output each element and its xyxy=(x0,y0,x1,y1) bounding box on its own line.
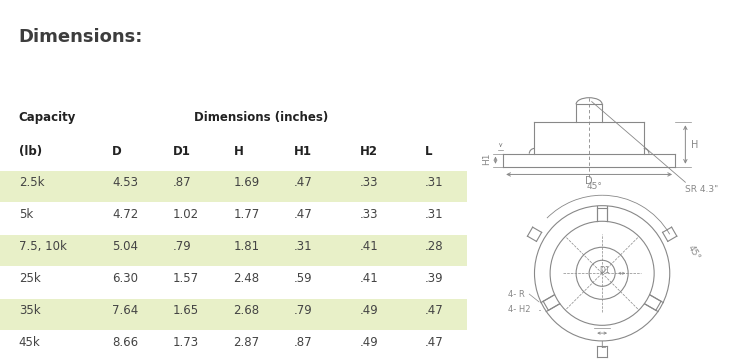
Text: .41: .41 xyxy=(359,272,378,285)
Text: 1.69: 1.69 xyxy=(233,176,260,189)
Text: 4- H2: 4- H2 xyxy=(508,305,531,314)
Text: .41: .41 xyxy=(359,240,378,253)
Text: .59: .59 xyxy=(294,272,312,285)
Text: .47: .47 xyxy=(425,336,444,349)
FancyBboxPatch shape xyxy=(0,171,467,202)
Text: 1.73: 1.73 xyxy=(172,336,199,349)
Text: .47: .47 xyxy=(425,303,444,316)
FancyBboxPatch shape xyxy=(0,235,467,266)
Text: H2: H2 xyxy=(359,146,377,158)
Text: 35k: 35k xyxy=(19,303,41,316)
Text: .47: .47 xyxy=(294,176,313,189)
Text: .47: .47 xyxy=(294,207,313,220)
Text: H: H xyxy=(233,146,243,158)
FancyBboxPatch shape xyxy=(0,299,467,330)
Text: .33: .33 xyxy=(359,176,378,189)
Text: .49: .49 xyxy=(359,303,378,316)
Text: 1.57: 1.57 xyxy=(172,272,199,285)
Text: .49: .49 xyxy=(359,336,378,349)
Text: 2.5k: 2.5k xyxy=(19,176,44,189)
Text: Dimensions:: Dimensions: xyxy=(19,29,143,46)
Text: D: D xyxy=(585,176,593,186)
Text: 8.66: 8.66 xyxy=(112,336,138,349)
Text: 2.87: 2.87 xyxy=(233,336,260,349)
Text: 1.77: 1.77 xyxy=(233,207,260,220)
Text: .33: .33 xyxy=(359,207,378,220)
Text: 1.65: 1.65 xyxy=(172,303,199,316)
Text: 7.5, 10k: 7.5, 10k xyxy=(19,240,66,253)
Text: 25k: 25k xyxy=(19,272,41,285)
Text: D: D xyxy=(112,146,122,158)
Text: H1: H1 xyxy=(483,153,492,165)
Text: D1: D1 xyxy=(172,146,191,158)
Text: .87: .87 xyxy=(172,176,191,189)
Text: .31: .31 xyxy=(425,176,444,189)
Text: .28: .28 xyxy=(425,240,444,253)
Text: H1: H1 xyxy=(294,146,312,158)
Text: .31: .31 xyxy=(294,240,312,253)
Text: .79: .79 xyxy=(294,303,313,316)
Text: L: L xyxy=(425,146,432,158)
Text: 1.81: 1.81 xyxy=(233,240,260,253)
Text: 2.48: 2.48 xyxy=(233,272,260,285)
Text: .87: .87 xyxy=(294,336,312,349)
Text: 45°: 45° xyxy=(587,182,602,191)
Text: 5.04: 5.04 xyxy=(112,240,138,253)
Text: 7.64: 7.64 xyxy=(112,303,139,316)
Text: .31: .31 xyxy=(425,207,444,220)
Text: 4.72: 4.72 xyxy=(112,207,139,220)
Text: 2.68: 2.68 xyxy=(233,303,260,316)
Text: 1.02: 1.02 xyxy=(172,207,199,220)
Text: L: L xyxy=(599,341,605,350)
Text: 5k: 5k xyxy=(19,207,33,220)
Text: D1: D1 xyxy=(599,266,610,275)
Text: 45°: 45° xyxy=(685,243,701,262)
Text: .79: .79 xyxy=(172,240,191,253)
Text: 4- R: 4- R xyxy=(508,290,526,299)
Text: Capacity: Capacity xyxy=(19,111,76,124)
Text: (lb): (lb) xyxy=(19,146,42,158)
Text: 4.53: 4.53 xyxy=(112,176,138,189)
Text: 6.30: 6.30 xyxy=(112,272,138,285)
Text: .39: .39 xyxy=(425,272,444,285)
Text: Dimensions (inches): Dimensions (inches) xyxy=(194,111,328,124)
Text: H: H xyxy=(691,139,698,150)
Text: SR 4.3": SR 4.3" xyxy=(685,185,718,194)
Text: 45k: 45k xyxy=(19,336,41,349)
